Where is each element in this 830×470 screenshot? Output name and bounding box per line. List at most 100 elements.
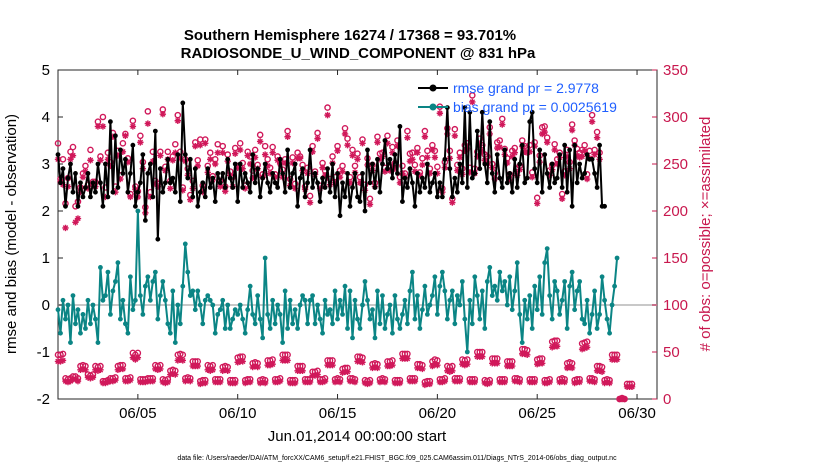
- rmse-point: [544, 171, 550, 176]
- obs-assimilated-marker: [606, 379, 613, 387]
- rmse-point: [88, 194, 93, 200]
- bias-point: [65, 302, 71, 308]
- bias-point: [467, 297, 473, 303]
- y-axis-label: rmse and bias (model - observation): [3, 114, 20, 354]
- obs-assimilated-marker: [197, 380, 204, 388]
- bias-point: [574, 288, 580, 294]
- rmse-point: [90, 180, 96, 186]
- rmse-point: [424, 161, 430, 167]
- obs-assimilated-marker: [514, 172, 521, 179]
- bias-point: [90, 302, 96, 308]
- bias-point: [85, 297, 91, 303]
- bias-point: [113, 279, 118, 284]
- rmse-point: [197, 189, 203, 195]
- obs-assimilated-marker: [469, 98, 476, 106]
- rmse-point: [235, 199, 241, 205]
- obs-assimilated-marker: [526, 148, 533, 155]
- obs-assimilated-marker: [59, 357, 67, 364]
- rmse-point: [582, 171, 588, 176]
- rmse-point: [108, 119, 113, 125]
- obs-possible-marker: [344, 135, 351, 142]
- bias-point: [80, 312, 86, 317]
- obs-assimilated-marker: [314, 371, 321, 378]
- bias-point: [147, 297, 153, 303]
- bias-point: [534, 307, 540, 313]
- obs-assimilated-marker: [593, 134, 601, 141]
- obs-assimilated-marker: [511, 149, 518, 156]
- obs-possible-marker: [411, 161, 419, 169]
- rmse-point: [272, 180, 278, 186]
- rmse-point: [542, 152, 548, 158]
- bias-point: [432, 274, 438, 280]
- bias-point: [504, 302, 510, 308]
- obs-assimilated-marker: [561, 378, 568, 386]
- obs-assimilated-marker: [324, 111, 331, 119]
- obs-assimilated-marker: [94, 367, 102, 374]
- bias-point: [410, 269, 415, 275]
- rmse-point: [165, 156, 171, 162]
- bias-point: [277, 312, 283, 317]
- obs-assimilated-marker: [217, 378, 224, 386]
- rmse-point: [155, 236, 161, 242]
- obs-assimilated-marker: [127, 377, 134, 384]
- rmse-point: [55, 152, 61, 158]
- obs-possible-marker: [69, 143, 77, 151]
- obs-assimilated-marker: [381, 378, 389, 386]
- rmse-point: [177, 199, 183, 205]
- bias-point: [524, 316, 530, 322]
- rmse-point: [287, 185, 293, 190]
- obs-assimilated-marker: [241, 185, 249, 192]
- bias-point: [252, 321, 258, 327]
- obs-possible-marker: [434, 163, 441, 171]
- obs-assimilated-marker: [102, 379, 109, 387]
- rmse-point: [103, 161, 108, 167]
- obs-possible-marker: [384, 132, 391, 140]
- obs-assimilated-marker: [249, 363, 256, 371]
- obs-assimilated-marker: [261, 379, 269, 387]
- bias-point: [360, 302, 365, 308]
- obs-assimilated-marker: [321, 377, 329, 385]
- rmse-point: [482, 161, 488, 167]
- bias-point: [569, 269, 575, 275]
- rmse-point: [429, 180, 435, 186]
- rmse-point: [140, 152, 146, 158]
- rmse-point: [502, 147, 508, 153]
- obs-possible-marker: [119, 140, 127, 147]
- obs-assimilated-marker: [202, 140, 209, 147]
- x-tick-label: 06/30: [618, 405, 656, 422]
- obs-assimilated-marker: [588, 118, 596, 125]
- obs-assimilated-marker: [276, 377, 284, 385]
- rmse-point: [355, 194, 360, 200]
- bias-point: [602, 297, 607, 303]
- rmse-point: [340, 180, 345, 186]
- bias-point: [167, 330, 173, 336]
- bias-point: [232, 307, 238, 313]
- rmse-point: [58, 180, 63, 186]
- obs-assimilated-marker: [499, 121, 506, 128]
- obs-assimilated-marker: [194, 162, 201, 170]
- rmse-point: [205, 166, 211, 172]
- rmse-point: [73, 171, 78, 176]
- obs-assimilated-marker: [409, 156, 416, 163]
- obs-assimilated-marker: [269, 149, 276, 156]
- rmse-point: [459, 180, 465, 186]
- bias-point: [502, 279, 508, 284]
- y2-tick-label: 200: [663, 203, 688, 220]
- rmse-point: [147, 161, 153, 167]
- obs-assimilated-marker: [524, 351, 531, 359]
- obs-assimilated-marker: [404, 134, 411, 141]
- bias-point: [285, 326, 291, 331]
- rmse-point: [300, 166, 305, 172]
- rmse-point: [157, 166, 163, 172]
- obs-assimilated-marker: [471, 378, 479, 386]
- rmse-point: [492, 189, 498, 195]
- bias-point: [380, 293, 385, 298]
- obs-assimilated-marker: [224, 367, 231, 374]
- obs-assimilated-marker: [504, 159, 511, 167]
- rmse-point: [230, 185, 236, 190]
- obs-assimilated-marker: [346, 179, 354, 186]
- rmse-point: [65, 175, 71, 181]
- rmse-point: [325, 166, 330, 172]
- bias-point: [482, 326, 488, 331]
